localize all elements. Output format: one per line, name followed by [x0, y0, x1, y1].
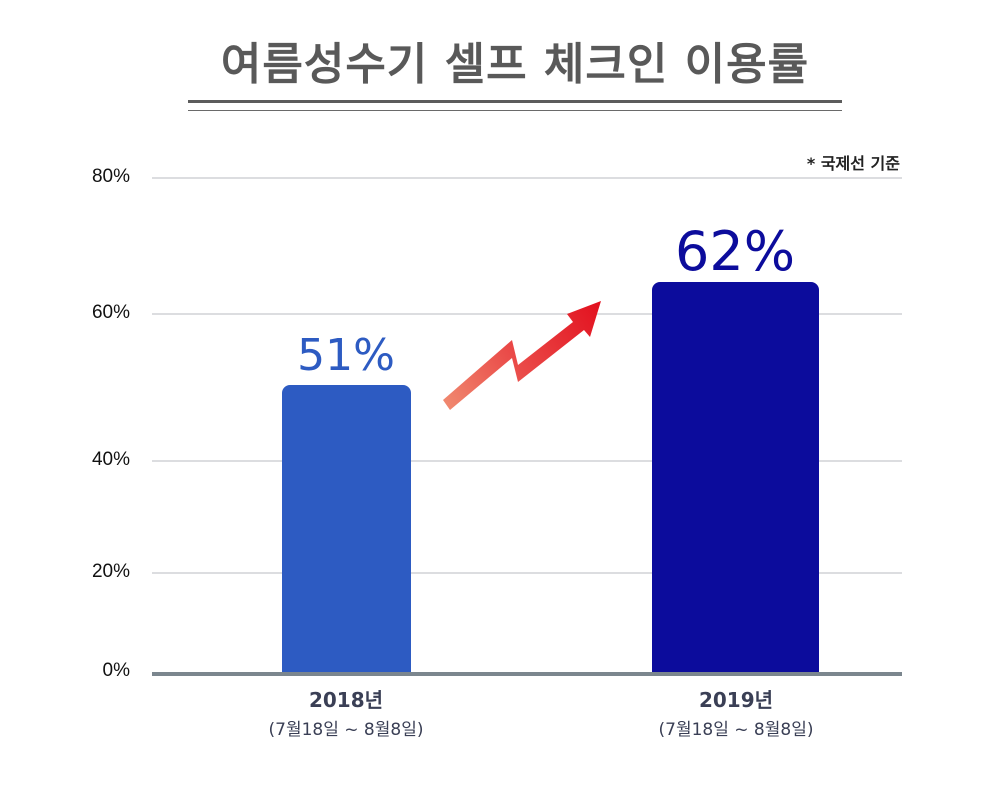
value-label-2018: 51%	[297, 330, 395, 381]
gridline-40	[152, 460, 902, 462]
chart-title: 여름성수기 셀프 체크인 이용률	[220, 39, 810, 90]
value-label-2019: 62%	[674, 220, 796, 283]
gridline-60	[152, 313, 902, 315]
x-label-2018: 2018년 (7월18일 ~ 8월8일)	[246, 684, 446, 740]
x-label-2019-range: (7월18일 ~ 8월8일)	[658, 720, 814, 740]
y-tick-80: 80%	[91, 166, 130, 187]
title-rule-thick	[188, 100, 842, 103]
footnote-international: * 국제선 기준	[806, 154, 900, 173]
x-label-2018-year: 2018년	[308, 688, 384, 712]
gridline-80	[152, 177, 902, 179]
bar-2019	[652, 282, 819, 674]
x-label-2018-range: (7월18일 ~ 8월8일)	[268, 720, 424, 740]
y-tick-0: 0%	[102, 660, 130, 681]
x-axis-baseline	[152, 672, 902, 676]
y-tick-40: 40%	[91, 449, 130, 470]
gridline-20	[152, 572, 902, 574]
x-label-2019-year: 2019년	[698, 688, 774, 712]
x-label-2019: 2019년 (7월18일 ~ 8월8일)	[636, 684, 836, 740]
title-rule-thin	[188, 110, 842, 111]
y-tick-60: 60%	[91, 302, 130, 323]
bar-2018	[282, 385, 411, 674]
y-tick-20: 20%	[91, 561, 130, 582]
